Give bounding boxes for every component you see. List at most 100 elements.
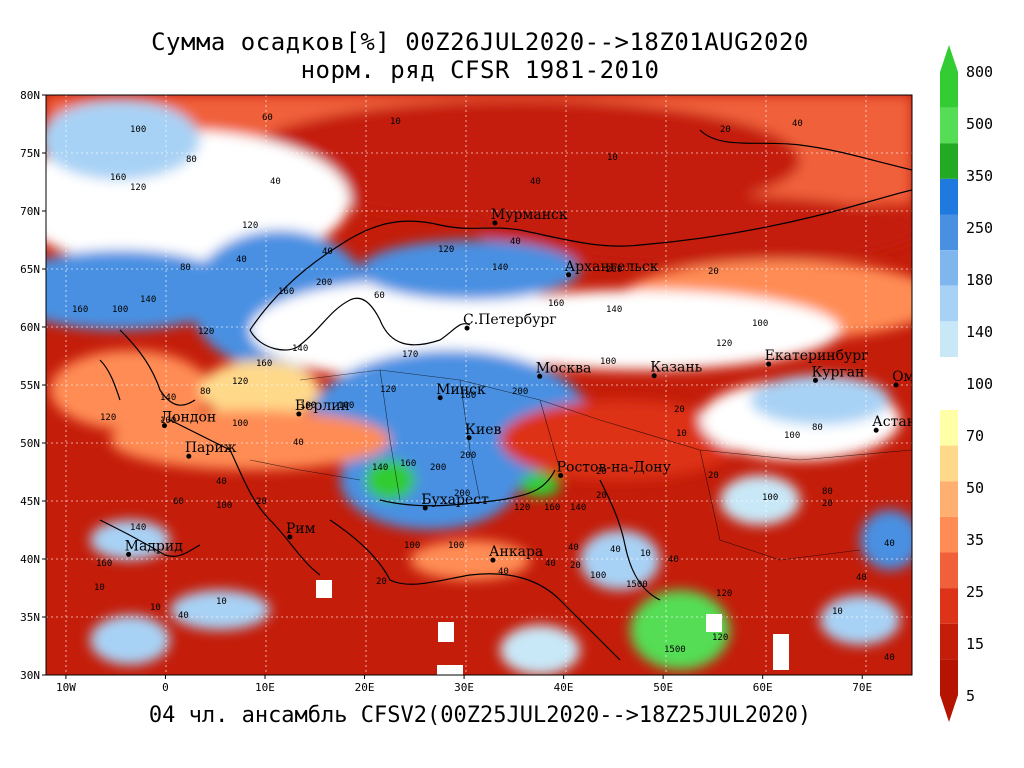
city-label: С.Петербург [463, 312, 557, 328]
city-label: Париж [185, 440, 237, 456]
svg-text:200: 200 [454, 489, 470, 499]
svg-text:160: 160 [400, 459, 416, 469]
city-marker [437, 395, 443, 401]
svg-text:40: 40 [270, 177, 281, 187]
svg-text:100: 100 [232, 419, 248, 429]
graticule [46, 95, 912, 675]
lon-tick-label: 70E [852, 681, 872, 694]
colorbar-label: 25 [966, 583, 984, 601]
svg-text:160: 160 [544, 503, 560, 513]
svg-text:10: 10 [676, 429, 687, 439]
city-marker [766, 361, 772, 367]
colorbar-segment [940, 72, 958, 108]
city-marker [492, 220, 498, 226]
lon-tick-label: 60E [753, 681, 773, 694]
svg-text:200: 200 [430, 463, 446, 473]
colorbar-segment [940, 516, 958, 553]
svg-text:100: 100 [752, 319, 768, 329]
city-marker [490, 557, 496, 563]
svg-text:200: 200 [606, 265, 622, 275]
lon-tick-label: 10W [56, 681, 76, 694]
longitude-axis: 10W 0 10E 20E 30E 40E 50E 60E 70E [56, 675, 872, 694]
lat-tick-label: 80N [20, 89, 40, 102]
svg-text:200: 200 [460, 451, 476, 461]
svg-text:100: 100 [338, 401, 354, 411]
city-label: Омск [892, 369, 931, 385]
lon-tick-label: 0 [162, 681, 169, 694]
svg-text:40: 40 [216, 477, 227, 487]
svg-text:100: 100 [112, 305, 128, 315]
svg-text:160: 160 [278, 287, 294, 297]
svg-text:120: 120 [100, 413, 116, 423]
svg-text:120: 120 [438, 245, 454, 255]
colorbar-label: 180 [966, 271, 993, 289]
svg-text:10: 10 [832, 607, 843, 617]
lat-tick-label: 55N [20, 379, 40, 392]
colorbar-segment [940, 659, 958, 695]
svg-text:160: 160 [72, 305, 88, 315]
svg-text:80: 80 [180, 263, 191, 273]
svg-text:10: 10 [216, 597, 227, 607]
colorbar-label: 50 [966, 479, 984, 497]
svg-text:20: 20 [256, 497, 267, 507]
colorbar-label: 5 [966, 687, 975, 705]
city-label: Екатеринбург [765, 348, 869, 364]
svg-text:60: 60 [374, 291, 385, 301]
city-label: Берлин [295, 398, 350, 414]
city-label: Архангельск [565, 259, 659, 275]
city-label: Киев [465, 422, 501, 438]
colorbar-segment [940, 410, 958, 446]
svg-text:40: 40 [510, 237, 521, 247]
svg-text:140: 140 [492, 263, 508, 273]
ensemble-footer: 04 чл. ансамбль CFSV2(00Z25JUL2020-->18Z… [148, 703, 812, 728]
lon-tick-label: 30E [454, 681, 474, 694]
svg-text:140: 140 [372, 463, 388, 473]
svg-text:40: 40 [178, 611, 189, 621]
svg-text:1500: 1500 [664, 645, 686, 655]
colorbar-segment [940, 321, 958, 357]
svg-text:120: 120 [242, 221, 258, 231]
colorbar-segment [940, 481, 958, 517]
city-label: Лондон [160, 410, 216, 426]
svg-text:20: 20 [708, 267, 719, 277]
colorbar-segment [940, 445, 958, 482]
city-marker [873, 427, 879, 433]
colorbar-bottom-arrow [940, 695, 958, 722]
lat-tick-label: 75N [20, 147, 40, 160]
svg-text:100: 100 [216, 501, 232, 511]
svg-text:140: 140 [140, 295, 156, 305]
svg-text:20: 20 [376, 577, 387, 587]
city-labels: Мурманск Архангельск С.Петербург Москва Каза… [125, 207, 931, 563]
city-marker [651, 373, 657, 379]
country-borders [249, 369, 912, 561]
svg-text:120: 120 [712, 633, 728, 643]
lat-tick-label: 60N [20, 321, 40, 334]
city-label: Курган [811, 364, 864, 380]
svg-text:10: 10 [390, 117, 401, 127]
colorbar-label: 800 [966, 63, 993, 81]
colorbar-label: 15 [966, 635, 984, 653]
svg-text:100: 100 [300, 401, 316, 411]
svg-text:20: 20 [596, 467, 607, 477]
city-marker [893, 382, 899, 388]
svg-text:10: 10 [94, 583, 105, 593]
city-label: Астана [872, 414, 924, 430]
svg-text:100: 100 [160, 416, 176, 426]
colorbar-segment [940, 552, 958, 589]
colorbar-label: 250 [966, 219, 993, 237]
svg-text:40: 40 [568, 543, 579, 553]
svg-text:160: 160 [110, 173, 126, 183]
svg-text:40: 40 [884, 653, 895, 663]
city-label: Ростов-на-Дону [557, 459, 672, 475]
svg-text:40: 40 [668, 555, 679, 565]
lat-tick-label: 70N [20, 205, 40, 218]
svg-text:40: 40 [293, 438, 304, 448]
city-label: Минск [436, 382, 486, 398]
svg-text:60: 60 [173, 497, 184, 507]
lat-tick-label: 40N [20, 553, 40, 566]
coastlines [99, 129, 912, 661]
svg-text:20: 20 [708, 471, 719, 481]
svg-text:40: 40 [498, 567, 509, 577]
